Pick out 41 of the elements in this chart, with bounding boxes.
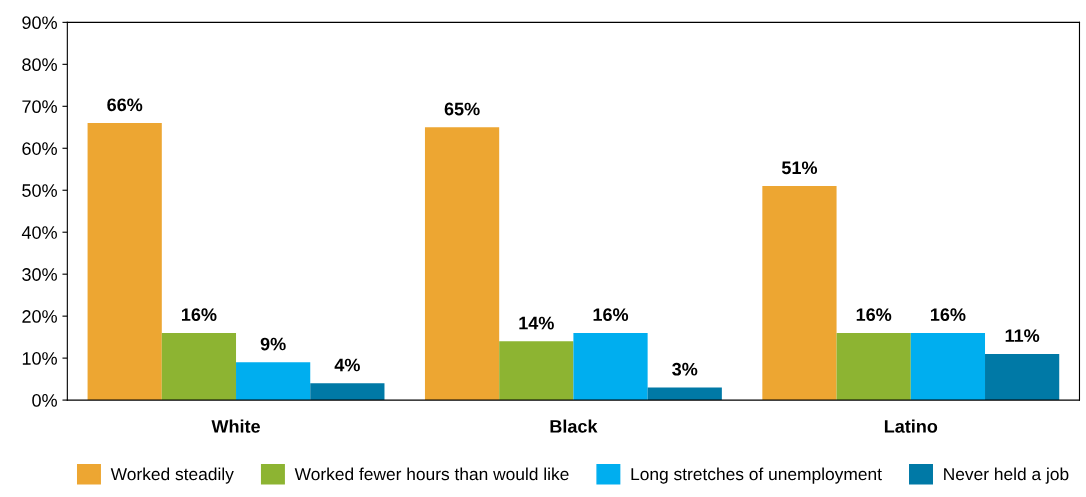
- text: 16%: [593, 308, 629, 322]
- y-tick-label: 80%: [22, 58, 57, 72]
- y-tick-label: 10%: [22, 352, 57, 365]
- bar: [310, 383, 385, 401]
- legend-label: Never held a job: [944, 467, 1069, 484]
- legend-label: Worked steadily: [110, 467, 234, 484]
- text: 66%: [107, 98, 143, 112]
- x-tick-label: Latino: [884, 419, 938, 433]
- text: 14%: [519, 316, 554, 330]
- bar: [910, 332, 986, 401]
- y-tick-label: 50%: [22, 184, 57, 197]
- bar: [424, 127, 500, 401]
- text: 16%: [930, 308, 966, 322]
- y-tick-label: 0%: [32, 394, 57, 407]
- bar: [87, 123, 162, 401]
- bar: [836, 332, 911, 401]
- bar: [161, 332, 237, 401]
- y-tick-label: 90%: [22, 16, 57, 30]
- text: 11%: [1005, 329, 1040, 342]
- legend-label: Long stretches of unemployment: [631, 467, 882, 484]
- text: 3%: [672, 362, 698, 376]
- y-tick-label: 40%: [21, 226, 57, 239]
- y-tick-label: 60%: [22, 142, 57, 155]
- bar: [499, 341, 574, 401]
- bar: [647, 387, 722, 401]
- bar: [573, 332, 648, 401]
- text: 51%: [781, 161, 818, 175]
- bar: [236, 362, 311, 401]
- x-tick-label: Black: [550, 419, 598, 433]
- bar: [985, 353, 1060, 401]
- y-tick-label: 70%: [22, 100, 57, 114]
- text: 16%: [856, 308, 892, 322]
- y-tick-label: 30%: [22, 268, 57, 281]
- legend-label: Worked fewer hours than would like: [294, 467, 569, 481]
- x-tick-label: White: [211, 419, 260, 433]
- text: 9%: [260, 337, 286, 351]
- bar: [762, 186, 837, 401]
- y-tick-label: 20%: [22, 310, 57, 323]
- text: 16%: [181, 308, 217, 322]
- text: 4%: [334, 358, 360, 372]
- text: 65%: [444, 102, 480, 116]
